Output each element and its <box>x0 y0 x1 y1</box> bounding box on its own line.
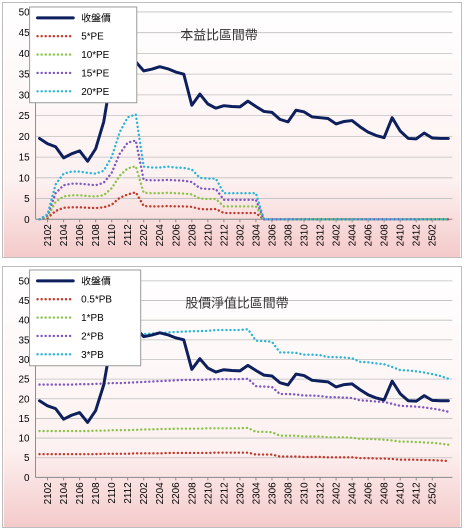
x-tick-label: 2108 <box>91 482 102 505</box>
x-tick-label: 2210 <box>203 224 214 247</box>
pb-band-chart: 0 5 10 15 20 25 30 35 40 45 50 2102 2104 2106 2108 2110… <box>2 266 462 528</box>
legend-label: 2*PB <box>81 331 104 342</box>
chart-title: 股價淨值比區間帶 <box>185 296 288 311</box>
y-tick-label: 45 <box>19 296 31 307</box>
y-tick-label: 10 <box>19 434 31 445</box>
y-tick-label: 15 <box>19 153 31 164</box>
pb-band-chart-svg: 0 5 10 15 20 25 30 35 40 45 50 2102 2104 2106 2108 2110… <box>3 267 461 527</box>
x-tick-label: 2106 <box>75 482 86 505</box>
x-tick-label: 2312 <box>316 482 327 505</box>
x-tick-label: 2310 <box>299 224 310 247</box>
legend-label: 1*PB <box>81 313 104 324</box>
x-tick-label: 2410 <box>396 224 407 247</box>
x-tick-label: 2312 <box>316 224 327 247</box>
series-line-2 <box>38 426 450 446</box>
x-tick-label: 2104 <box>59 482 70 505</box>
x-tick-label: 2208 <box>187 482 198 505</box>
legend-label: 收盤價 <box>81 274 111 287</box>
x-tick-label: 2304 <box>251 224 262 247</box>
x-tick-label: 2206 <box>171 224 182 247</box>
x-tick-label: 2412 <box>412 224 423 247</box>
y-tick-label: 25 <box>19 375 31 386</box>
x-tick-label: 2202 <box>139 224 150 247</box>
x-tick-label: 2212 <box>219 224 230 247</box>
series-line-1 <box>38 451 450 463</box>
x-tick-label: 2204 <box>155 482 166 505</box>
x-tick-label: 2302 <box>235 224 246 247</box>
y-tick-label: 30 <box>19 355 31 366</box>
x-tick-label: 2212 <box>219 482 230 505</box>
y-tick-label: 10 <box>19 173 31 184</box>
y-tick-label: 5 <box>24 453 30 464</box>
x-tick-label: 2402 <box>332 224 343 247</box>
x-tick-label: 2204 <box>155 224 166 247</box>
x-tick-label: 2410 <box>396 482 407 505</box>
legend-label: 3*PB <box>81 350 104 361</box>
legend-label: 10*PE <box>81 50 109 61</box>
x-tick-label: 2308 <box>283 482 294 505</box>
x-tick-label: 2302 <box>235 482 246 505</box>
x-tick-label: 2408 <box>380 482 391 505</box>
y-tick-label: 20 <box>19 394 31 405</box>
y-tick-label: 15 <box>19 414 31 425</box>
legend-label: 收盤價 <box>81 11 111 24</box>
x-tick-label: 2404 <box>348 224 359 247</box>
y-tick-label: 45 <box>19 28 31 39</box>
x-tick-label: 2102 <box>43 224 54 247</box>
x-tick-label: 2406 <box>364 482 375 505</box>
x-tick-label: 2206 <box>171 482 182 505</box>
y-tick-label: 35 <box>19 335 31 346</box>
legend-label: 20*PE <box>81 87 109 98</box>
series-line-4 <box>38 113 450 221</box>
x-tick-label: 2108 <box>91 224 102 247</box>
y-tick-label: 5 <box>24 194 30 205</box>
legend-label: 5*PE <box>81 32 104 43</box>
x-tick-label: 2406 <box>364 224 375 247</box>
pe-band-chart: 0 5 10 15 20 25 30 35 40 45 50 2102 2104 2106 2108 2110… <box>2 2 462 258</box>
chart-title: 本益比區間帶 <box>180 28 257 43</box>
x-tick-label: 2310 <box>299 482 310 505</box>
x-tick-label: 2308 <box>283 224 294 247</box>
legend-box <box>29 269 142 367</box>
x-tick-label: 2208 <box>187 224 198 247</box>
y-tick-label: 0 <box>24 215 30 226</box>
y-tick-label: 35 <box>19 70 31 81</box>
legend-label: 15*PE <box>81 68 109 79</box>
x-tick-label: 2306 <box>267 224 278 247</box>
x-tick-label: 2306 <box>267 482 278 505</box>
y-tick-label: 25 <box>19 111 31 122</box>
x-tick-label: 2402 <box>332 482 343 505</box>
pe-band-chart-svg: 0 5 10 15 20 25 30 35 40 45 50 2102 2104 2106 2108 2110… <box>3 3 461 257</box>
x-tick-label: 2112 <box>123 482 134 504</box>
x-tick-label: 2412 <box>412 482 423 505</box>
x-tick-label: 2210 <box>203 482 214 505</box>
x-tick-label: 2110 <box>107 482 118 504</box>
x-tick-label: 2106 <box>75 224 86 247</box>
x-tick-label: 2304 <box>251 482 262 505</box>
y-tick-label: 20 <box>19 132 31 143</box>
y-tick-label: 50 <box>19 276 31 287</box>
y-tick-label: 40 <box>19 316 31 327</box>
legend-box <box>29 6 138 104</box>
y-tick-label: 0 <box>24 473 30 484</box>
legend-label: 0.5*PB <box>81 295 112 306</box>
series-line-3 <box>38 377 450 413</box>
x-tick-label: 2502 <box>428 224 439 247</box>
series-line-3 <box>38 139 450 221</box>
x-tick-label: 2110 <box>107 224 118 246</box>
x-tick-label: 2404 <box>348 482 359 505</box>
x-tick-label: 2502 <box>428 482 439 505</box>
x-tick-label: 2408 <box>380 224 391 247</box>
x-tick-label: 2104 <box>59 224 70 247</box>
x-tick-label: 2202 <box>139 482 150 505</box>
y-tick-label: 40 <box>19 49 31 60</box>
y-tick-label: 30 <box>19 90 31 101</box>
x-tick-label: 2112 <box>123 224 134 246</box>
x-tick-label: 2102 <box>43 482 54 505</box>
y-tick-label: 50 <box>19 7 31 18</box>
